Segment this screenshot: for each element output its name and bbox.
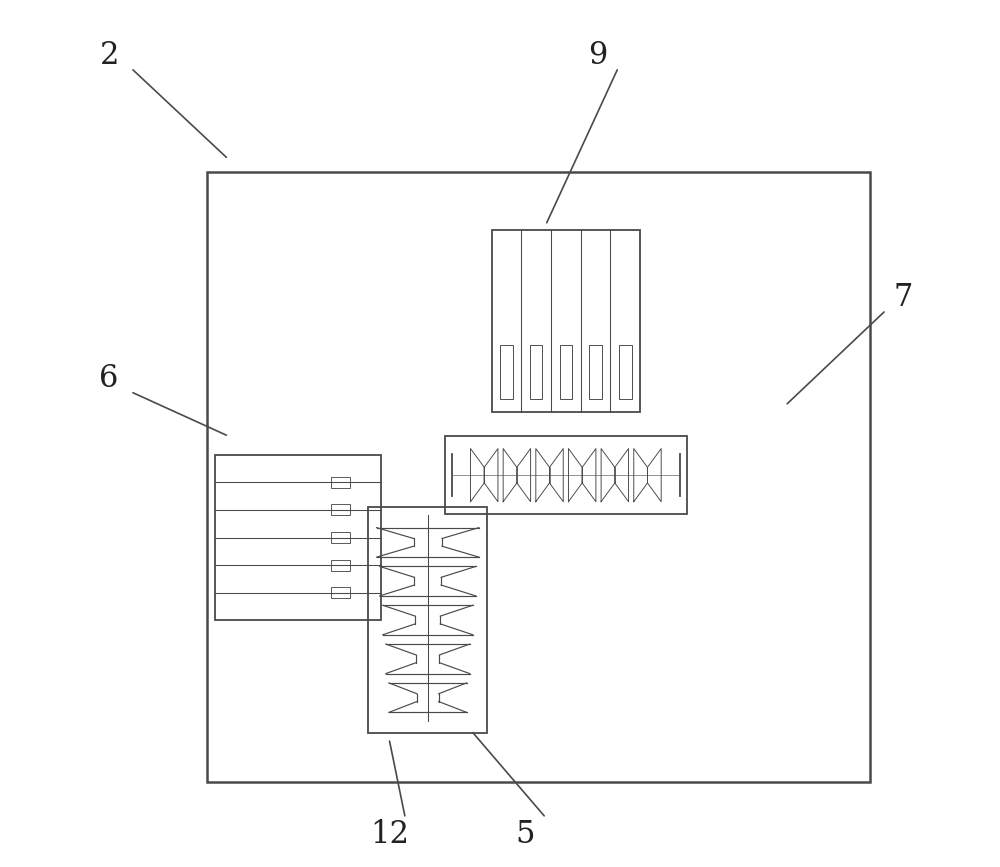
Bar [589,345,602,400]
Bar [207,172,870,782]
Bar [331,477,350,488]
Text: 2: 2 [99,40,119,71]
Bar [619,345,632,400]
Bar [331,505,350,516]
Bar [331,532,350,543]
Bar [331,587,350,598]
Text: 6: 6 [99,362,119,394]
Bar [215,454,381,621]
Bar [500,345,513,400]
Text: 9: 9 [588,40,607,71]
Text: 7: 7 [894,282,913,313]
Text: 12: 12 [370,819,409,850]
Text: 5: 5 [516,819,535,850]
Bar [492,230,640,412]
Bar [445,436,687,514]
Bar [560,345,572,400]
Bar [368,507,487,733]
Bar [331,560,350,570]
Bar [530,345,542,400]
